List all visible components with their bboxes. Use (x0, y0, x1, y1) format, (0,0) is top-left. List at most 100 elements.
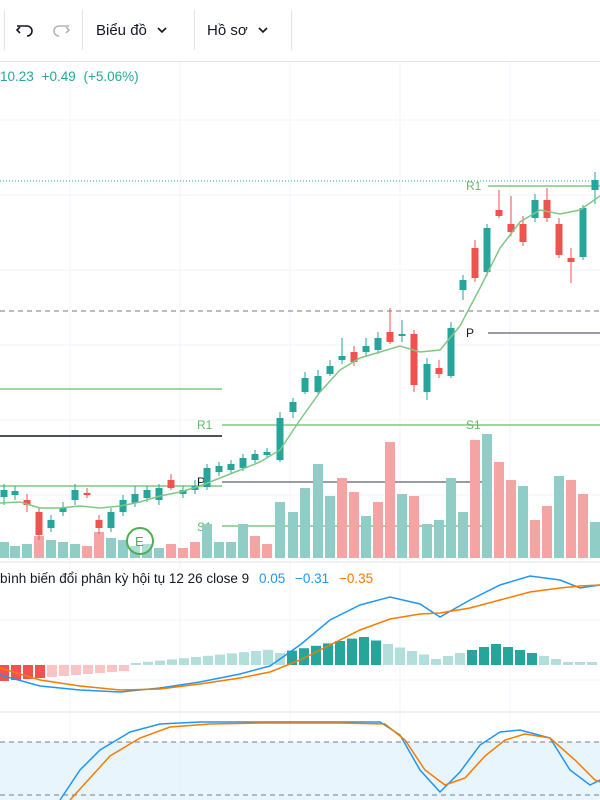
macd-histogram-bar (227, 653, 237, 665)
candle-body (447, 328, 455, 376)
pivot-label-s1: S1 (466, 418, 481, 432)
candle-body (251, 454, 259, 460)
toolbar-divider (291, 10, 292, 50)
candle-body (35, 512, 43, 535)
volume-bar (300, 488, 310, 558)
macd-histogram-bar (47, 665, 57, 677)
candlestick-series[interactable] (0, 172, 599, 540)
candle-body (591, 180, 599, 190)
candle-body (47, 520, 55, 528)
candle-body (215, 466, 223, 472)
macd-histogram-bar (359, 637, 369, 665)
candle-body (543, 200, 551, 218)
volume-bar (542, 506, 552, 558)
candle-body (531, 200, 539, 218)
profile-menu-button[interactable]: Hồ sơ (207, 12, 268, 48)
macd-histogram-bar (179, 658, 189, 665)
volume-bar (166, 544, 176, 558)
candle-body (0, 490, 8, 497)
candle-body (459, 280, 467, 290)
macd-histogram-bar (419, 654, 429, 665)
redo-button[interactable] (50, 12, 72, 48)
candle-body (59, 508, 67, 512)
macd-histogram-bar (335, 641, 345, 665)
volume-bar (566, 480, 576, 558)
volume-bar (482, 434, 492, 558)
candle-body (71, 490, 79, 500)
volume-bar (288, 512, 298, 558)
moving-average-line (0, 195, 600, 509)
volume-bar (46, 540, 56, 558)
candle-body (11, 491, 19, 495)
volume-bar (82, 546, 92, 558)
last-price: 10.23 (0, 69, 34, 84)
macd-histogram-bar (299, 648, 309, 665)
macd-histogram-bar (95, 665, 105, 673)
volume-bar (190, 542, 200, 558)
volume-bar (106, 538, 116, 558)
macd-histogram-bar (395, 647, 405, 665)
candle-body (203, 468, 211, 487)
macd-histogram-bar (467, 650, 477, 665)
macd-histogram-bar (0, 665, 9, 681)
candle-body (227, 464, 235, 470)
macd-line-value: −0.31 (295, 571, 330, 586)
volume-bar (385, 442, 395, 558)
volume-bar (275, 502, 285, 558)
macd-title: bình biến đổi phân kỳ hội tụ 12 26 close… (0, 571, 250, 586)
undo-button[interactable] (14, 12, 36, 48)
macd-histogram-bar (287, 650, 297, 665)
macd-histogram-bar (515, 650, 525, 665)
candle-body (95, 520, 103, 528)
macd-histogram-bar (155, 660, 165, 665)
macd-histogram-bar (443, 656, 453, 665)
candle-body (386, 332, 394, 342)
macd-histogram-bar (23, 665, 33, 679)
macd-legend[interactable]: bình biến đổi phân kỳ hội tụ 12 26 close… (0, 571, 373, 586)
volume-bar (70, 544, 80, 558)
volume-bar (554, 476, 564, 558)
candle-body (263, 452, 271, 455)
chart-canvas[interactable]: R1 P S1 R1 P S1 E (0, 62, 600, 800)
candle-body (131, 494, 139, 503)
candle-body (107, 512, 115, 528)
macd-histogram-bar (455, 653, 465, 665)
volume-bar (494, 462, 504, 558)
macd-histogram-bar (407, 651, 417, 665)
macd-histogram-bar (479, 647, 489, 665)
earnings-marker-label: E (135, 534, 144, 549)
candle-body (483, 228, 491, 272)
volume-bar (58, 542, 68, 558)
volume-bar (349, 492, 359, 558)
volume-bar (373, 502, 383, 558)
macd-histogram-bar (527, 653, 537, 665)
chart-menu-button[interactable]: Biểu đồ (96, 12, 167, 48)
candle-body (167, 480, 175, 488)
macd-histogram-bar (143, 661, 153, 665)
volume-bar (118, 540, 128, 558)
macd-histogram-bar (575, 662, 585, 665)
earnings-marker[interactable]: E (126, 527, 154, 555)
macd-histogram-bar (323, 643, 333, 665)
macd-histogram-bar (311, 645, 321, 665)
macd-histogram-bar (239, 652, 249, 665)
macd-histogram-bar (167, 659, 177, 665)
candle-body (276, 418, 284, 460)
candle-body (239, 458, 247, 468)
candle-body (314, 376, 322, 392)
toolbar-divider (194, 10, 195, 50)
macd-histogram (0, 637, 597, 681)
candle-body (83, 493, 91, 495)
candle-body (289, 402, 297, 412)
macd-histogram-bar (347, 638, 357, 665)
candle-body (435, 368, 443, 374)
chevron-down-icon (157, 26, 167, 34)
earnings-marker-circle[interactable] (126, 527, 154, 555)
candle-body (579, 208, 587, 257)
pivot-label-r1: R1 (197, 418, 213, 432)
candle-body (423, 364, 431, 392)
macd-line (0, 575, 600, 693)
chart-menu-label: Biểu đồ (96, 21, 147, 39)
top-toolbar: Biểu đồ Hồ sơ (0, 0, 600, 62)
macd-histogram-bar (191, 657, 201, 665)
